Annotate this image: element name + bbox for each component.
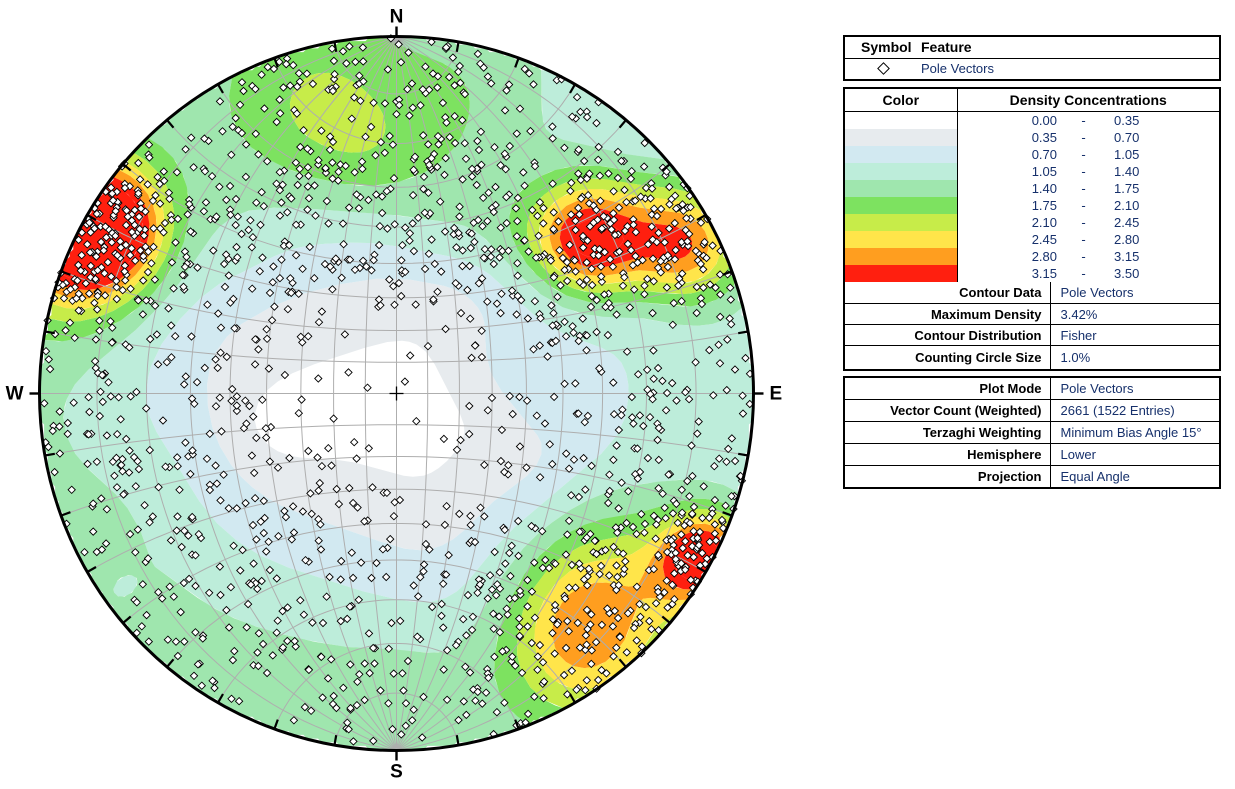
svg-text:W: W	[6, 384, 24, 405]
svg-text:E: E	[770, 384, 783, 405]
svg-text:N: N	[390, 7, 404, 28]
svg-text:S: S	[390, 762, 403, 783]
